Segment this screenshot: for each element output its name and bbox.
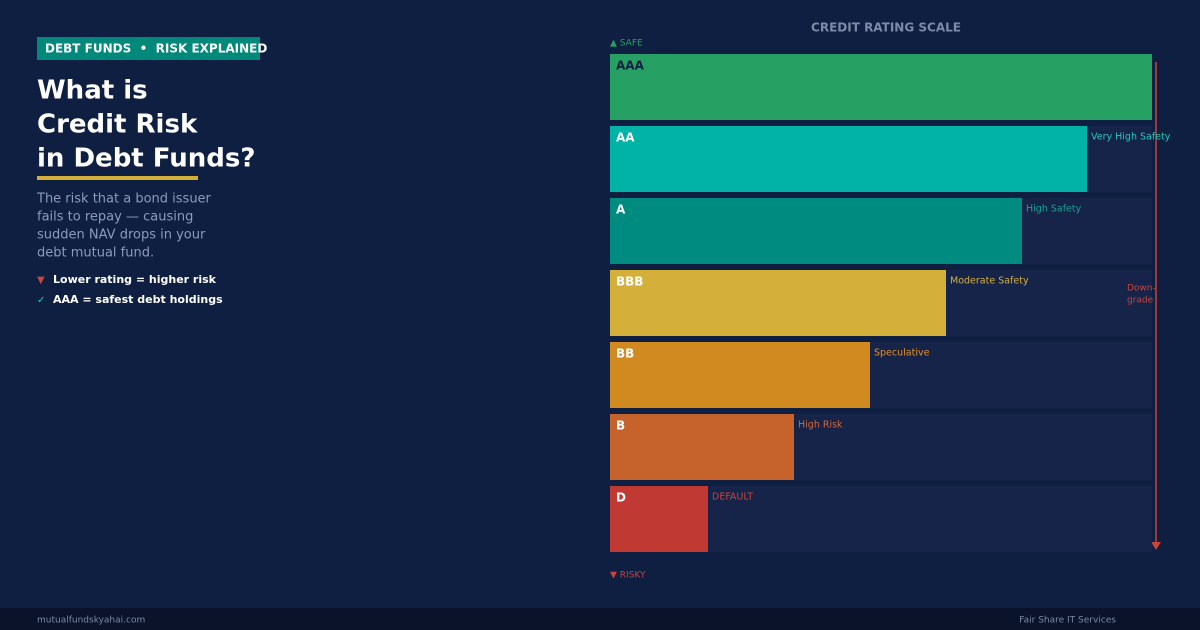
- safe-label: ▲ SAFE: [610, 39, 643, 49]
- description-line: fails to repay — causing: [37, 210, 193, 225]
- arrow-head: [1151, 542, 1161, 550]
- rating-bar: [610, 270, 946, 336]
- rating-name: B: [616, 419, 625, 433]
- arrow-label: grade: [1127, 296, 1154, 306]
- tag: DEBT FUNDS • RISK EXPLAINED: [45, 42, 267, 56]
- rating-name: D: [616, 491, 626, 505]
- bullet-icon: ▼: [37, 275, 45, 286]
- rating-name: AA: [616, 131, 635, 145]
- rating-label: Speculative: [874, 348, 930, 359]
- bullet-text: Lower rating = higher risk: [53, 273, 217, 286]
- rating-label: DEFAULT: [712, 492, 753, 503]
- rating-name: AAA: [616, 59, 645, 73]
- rating-name: BBB: [616, 275, 643, 289]
- rating-label: Moderate Safety: [950, 276, 1029, 287]
- risky-label: ▼ RISKY: [610, 571, 646, 581]
- title-line: Credit Risk: [37, 110, 198, 140]
- tag-box: [37, 37, 260, 60]
- title-line: in Debt Funds?: [37, 144, 255, 174]
- rating-bar: [610, 486, 708, 552]
- rating-bar: [610, 414, 794, 480]
- rating-bar: [610, 126, 1087, 192]
- rating-label: High Risk: [798, 420, 843, 431]
- description-line: sudden NAV drops in your: [37, 228, 206, 243]
- rating-bar: [610, 198, 1022, 264]
- rating-name: BB: [616, 347, 634, 361]
- bullet-text: AAA = safest debt holdings: [53, 293, 223, 306]
- bullet-icon: ✓: [37, 295, 45, 306]
- footer-bar: [0, 608, 1200, 630]
- rating-label: Very High Safety: [1091, 132, 1171, 143]
- footer-left: mutualfundskyahai.com: [37, 616, 145, 626]
- rating-name: A: [616, 203, 626, 217]
- arrow-label: Down-: [1127, 284, 1156, 294]
- description-line: debt mutual fund.: [37, 246, 154, 261]
- rating-bar: [610, 54, 1152, 120]
- title-line: What is: [37, 76, 148, 106]
- scale-title: CREDIT RATING SCALE: [811, 21, 961, 35]
- title-underline: [37, 176, 198, 180]
- rating-label: High Safety: [1026, 204, 1082, 215]
- rating-bar: [610, 342, 870, 408]
- description-line: The risk that a bond issuer: [36, 192, 212, 207]
- footer-right: Fair Share IT Services: [1019, 616, 1116, 626]
